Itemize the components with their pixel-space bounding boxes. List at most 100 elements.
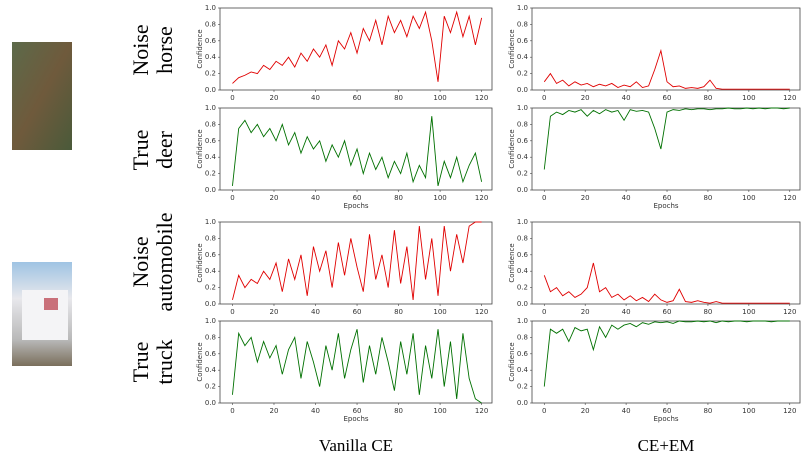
x-tick-label: 80 bbox=[703, 407, 712, 415]
axes-frame bbox=[219, 7, 493, 91]
row-label: truck bbox=[152, 339, 177, 384]
y-axis-label: Confidence bbox=[508, 29, 516, 68]
y-tick-label: 0.2 bbox=[205, 70, 216, 78]
y-tick-label: 0.0 bbox=[517, 86, 528, 94]
row-kind: Noise bbox=[128, 24, 153, 75]
x-tick-label: 120 bbox=[783, 94, 796, 102]
y-tick-label: 0.0 bbox=[205, 86, 216, 94]
y-tick-label: 0.2 bbox=[517, 170, 528, 178]
y-axis-label: Confidence bbox=[196, 342, 204, 381]
x-tick-label: 120 bbox=[475, 194, 488, 202]
y-tick-label: 0.4 bbox=[205, 153, 217, 161]
x-tick-label: 20 bbox=[581, 194, 590, 202]
x-tick-label: 100 bbox=[433, 308, 446, 316]
x-tick-label: 20 bbox=[270, 407, 279, 415]
y-tick-label: 1.0 bbox=[517, 317, 528, 325]
y-tick-label: 0.6 bbox=[205, 137, 217, 145]
y-tick-label: 0.2 bbox=[205, 170, 216, 178]
y-tick-label: 0.8 bbox=[205, 234, 216, 242]
y-axis-label: Confidence bbox=[508, 129, 516, 168]
x-tick-label: 0 bbox=[542, 194, 546, 202]
y-tick-label: 0.4 bbox=[517, 366, 529, 374]
y-tick-label: 1.0 bbox=[205, 317, 216, 325]
y-tick-label: 0.2 bbox=[205, 284, 216, 292]
x-tick-label: 20 bbox=[581, 94, 590, 102]
y-tick-label: 0.0 bbox=[517, 186, 528, 194]
y-tick-label: 0.6 bbox=[205, 251, 217, 259]
y-tick-label: 0.8 bbox=[517, 120, 528, 128]
row-label: automobile bbox=[152, 213, 177, 312]
x-tick-label: 120 bbox=[475, 308, 488, 316]
x-tick-label: 40 bbox=[311, 194, 320, 202]
y-tick-label: 1.0 bbox=[205, 104, 216, 112]
x-axis-label: Epochs bbox=[653, 415, 678, 423]
x-tick-label: 0 bbox=[230, 94, 234, 102]
y-tick-label: 0.0 bbox=[205, 399, 216, 407]
axes-frame bbox=[531, 107, 801, 191]
y-tick-label: 0.8 bbox=[517, 333, 528, 341]
x-tick-label: 120 bbox=[475, 94, 488, 102]
x-tick-label: 80 bbox=[394, 308, 403, 316]
x-tick-label: 0 bbox=[542, 407, 546, 415]
x-tick-label: 40 bbox=[622, 407, 631, 415]
x-tick-label: 100 bbox=[742, 407, 755, 415]
x-tick-label: 60 bbox=[663, 94, 672, 102]
x-tick-label: 40 bbox=[311, 407, 320, 415]
confidence-line bbox=[543, 262, 790, 304]
y-tick-label: 0.8 bbox=[205, 333, 216, 341]
y-axis-label: Confidence bbox=[196, 129, 204, 168]
y-tick-label: 0.0 bbox=[205, 300, 216, 308]
confidence-line bbox=[232, 116, 483, 187]
y-axis-label: Confidence bbox=[508, 243, 516, 282]
column-title: Vanilla CE bbox=[319, 436, 393, 455]
confidence-line bbox=[543, 320, 790, 387]
x-tick-label: 60 bbox=[663, 194, 672, 202]
x-tick-label: 40 bbox=[311, 94, 320, 102]
axes-frame bbox=[531, 7, 801, 91]
y-tick-label: 1.0 bbox=[205, 4, 216, 12]
axes-frame bbox=[531, 320, 801, 404]
x-tick-label: 40 bbox=[622, 194, 631, 202]
y-tick-label: 0.4 bbox=[205, 267, 217, 275]
y-tick-label: 0.6 bbox=[517, 251, 529, 259]
x-tick-label: 20 bbox=[270, 194, 279, 202]
x-axis-label: Epochs bbox=[343, 415, 368, 423]
x-tick-label: 100 bbox=[742, 94, 755, 102]
x-tick-label: 60 bbox=[663, 407, 672, 415]
x-tick-label: 60 bbox=[353, 94, 362, 102]
x-tick-label: 60 bbox=[353, 194, 362, 202]
y-tick-label: 1.0 bbox=[517, 218, 528, 226]
x-tick-label: 120 bbox=[475, 407, 488, 415]
row-label: deer bbox=[152, 130, 177, 169]
x-tick-label: 80 bbox=[394, 94, 403, 102]
x-tick-label: 100 bbox=[742, 308, 755, 316]
y-tick-label: 0.4 bbox=[517, 267, 529, 275]
axes-frame bbox=[219, 221, 493, 305]
x-tick-label: 80 bbox=[703, 194, 712, 202]
x-tick-label: 60 bbox=[353, 407, 362, 415]
sample-image bbox=[12, 42, 72, 150]
truck-logo bbox=[44, 298, 58, 310]
axes-frame bbox=[219, 107, 493, 191]
x-tick-label: 120 bbox=[783, 308, 796, 316]
y-axis-label: Confidence bbox=[196, 243, 204, 282]
x-tick-label: 120 bbox=[783, 194, 796, 202]
y-tick-label: 0.8 bbox=[205, 120, 216, 128]
y-axis-label: Confidence bbox=[508, 342, 516, 381]
x-tick-label: 80 bbox=[394, 194, 403, 202]
y-tick-label: 0.6 bbox=[205, 350, 217, 358]
x-tick-label: 20 bbox=[581, 407, 590, 415]
y-axis-label: Confidence bbox=[196, 29, 204, 68]
y-tick-label: 0.6 bbox=[517, 137, 529, 145]
axes-frame bbox=[219, 320, 493, 404]
x-axis-label: Epochs bbox=[653, 202, 678, 210]
x-tick-label: 0 bbox=[230, 194, 234, 202]
x-tick-label: 100 bbox=[433, 407, 446, 415]
y-tick-label: 0.6 bbox=[517, 37, 529, 45]
x-tick-label: 80 bbox=[394, 407, 403, 415]
y-tick-label: 0.0 bbox=[517, 300, 528, 308]
x-axis-label: Epochs bbox=[343, 202, 368, 210]
x-tick-label: 0 bbox=[542, 308, 546, 316]
column-title: CE+EM bbox=[638, 436, 695, 455]
